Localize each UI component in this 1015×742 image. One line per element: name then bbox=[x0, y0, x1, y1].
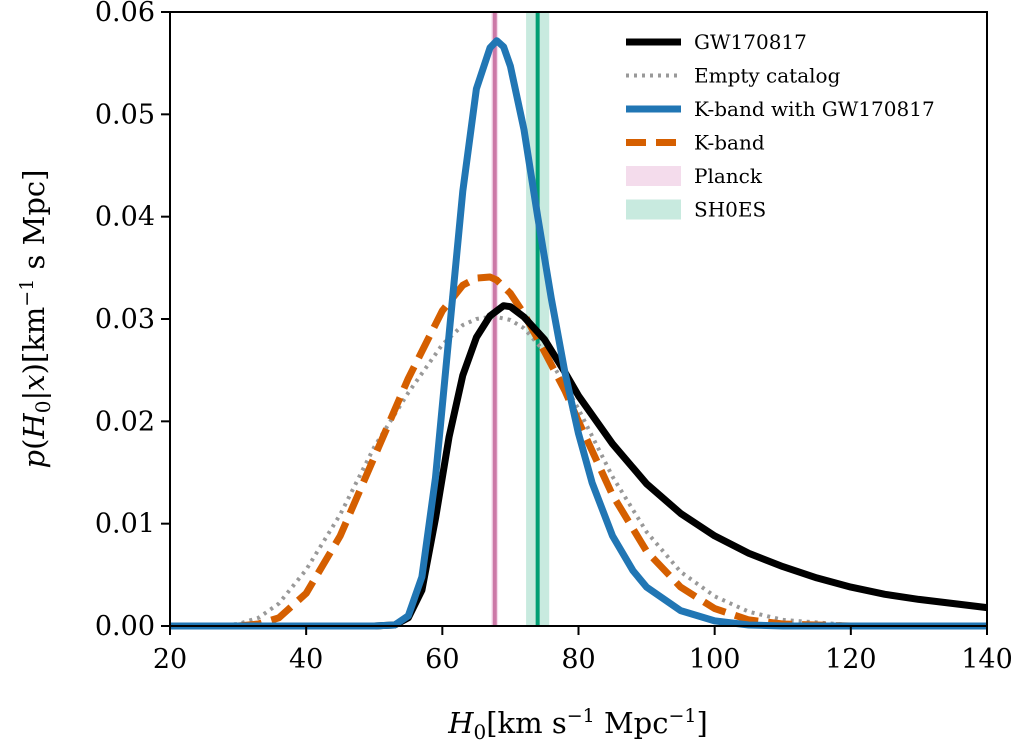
x-tick-label: 20 bbox=[153, 644, 187, 675]
series-k-band bbox=[170, 273, 987, 630]
y-tick-label: 0.03 bbox=[95, 304, 155, 335]
y-tick-label: 0.05 bbox=[95, 99, 155, 130]
x-axis: 20 40 60 80 100 120 140 bbox=[153, 626, 1013, 675]
y-tick-label: 0.04 bbox=[95, 202, 155, 233]
svg-text:H0[km s−1 Mpc−1]: H0[km s−1 Mpc−1] bbox=[447, 705, 708, 742]
legend-swatch-planck bbox=[626, 166, 681, 186]
y-tick-label: 0.06 bbox=[95, 0, 155, 28]
y-axis: 0.00 0.01 0.02 0.03 0.04 0.05 0.06 bbox=[95, 0, 170, 642]
y-axis-title: p(H0|x)[km−1 s Mpc] bbox=[16, 170, 55, 469]
legend-swatch-sh0es bbox=[626, 199, 681, 220]
x-tick-label: 80 bbox=[561, 644, 595, 675]
series-gw170817 bbox=[170, 302, 988, 630]
legend-label: GW170817 bbox=[694, 30, 807, 54]
svg-text:p(H0|x)[km−1 s Mpc]: p(H0|x)[km−1 s Mpc] bbox=[16, 170, 55, 469]
x-tick-label: 60 bbox=[425, 644, 459, 675]
x-axis-title: H0[km s−1 Mpc−1] bbox=[447, 705, 708, 742]
y-tick-label: 0.02 bbox=[95, 406, 155, 437]
plot-area bbox=[170, 12, 988, 630]
legend-label: K-band with GW170817 bbox=[694, 97, 935, 121]
legend-label: K-band bbox=[694, 131, 765, 155]
legend-label: SH0ES bbox=[694, 198, 766, 222]
x-tick-label: 40 bbox=[289, 644, 323, 675]
legend-label: Planck bbox=[694, 164, 763, 188]
x-tick-label: 100 bbox=[689, 644, 741, 675]
legend-label: Empty catalog bbox=[694, 64, 841, 88]
legend: GW170817 Empty catalog K-band with GW17081… bbox=[626, 30, 935, 222]
series-k-band-with-gw170817 bbox=[170, 37, 987, 630]
series-empty-catalog bbox=[170, 315, 987, 628]
x-tick-label: 140 bbox=[961, 644, 1013, 675]
y-tick-label: 0.00 bbox=[95, 611, 155, 642]
y-tick-label: 0.01 bbox=[95, 509, 155, 540]
x-tick-label: 120 bbox=[825, 644, 877, 675]
series-lines bbox=[170, 37, 988, 630]
